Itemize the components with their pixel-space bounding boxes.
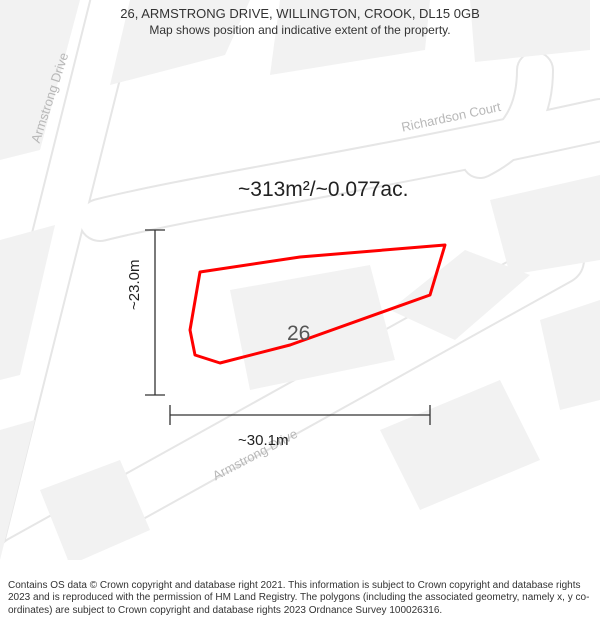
footer-copyright: Contains OS data © Crown copyright and d… xyxy=(0,574,600,625)
map-svg xyxy=(0,0,600,560)
width-dimension: ~30.1m xyxy=(238,432,288,449)
page-title: 26, ARMSTRONG DRIVE, WILLINGTON, CROOK, … xyxy=(10,6,590,21)
height-dimension: ~23.0m xyxy=(126,260,143,310)
header: 26, ARMSTRONG DRIVE, WILLINGTON, CROOK, … xyxy=(0,0,600,39)
house-number: 26 xyxy=(287,322,310,346)
page-subtitle: Map shows position and indicative extent… xyxy=(10,23,590,37)
area-label: ~313m²/~0.077ac. xyxy=(238,178,408,202)
